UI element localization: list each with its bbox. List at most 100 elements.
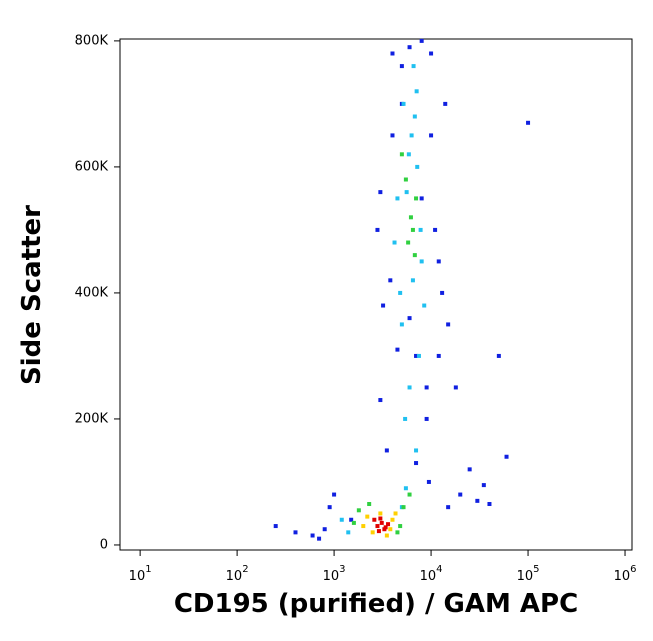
point: [458, 492, 463, 497]
point: [429, 133, 434, 138]
x-tick-label: 101: [129, 564, 152, 584]
point: [403, 416, 408, 421]
point: [317, 536, 322, 541]
point: [416, 353, 421, 358]
x-tick-base: 10: [129, 569, 146, 584]
point: [453, 385, 458, 390]
point: [411, 64, 416, 69]
point: [398, 524, 403, 529]
point: [487, 502, 492, 507]
point: [322, 527, 327, 532]
x-tick-base: 10: [226, 569, 243, 584]
point: [440, 290, 445, 295]
point: [414, 196, 419, 201]
x-tick-base: 10: [517, 569, 534, 584]
point: [378, 516, 383, 521]
point: [399, 64, 404, 69]
x-tick-base: 10: [614, 569, 631, 584]
point: [426, 479, 431, 484]
x-tick-label: 102: [226, 564, 249, 584]
point: [443, 101, 448, 106]
point: [406, 240, 411, 245]
point: [406, 152, 411, 157]
point: [403, 177, 408, 182]
point: [504, 454, 509, 459]
point: [436, 353, 441, 358]
point: [376, 529, 381, 534]
x-tick-label: 103: [323, 564, 346, 584]
y-tick-label: 0: [100, 537, 108, 552]
x-tick-exponent: 6: [630, 564, 636, 575]
point: [415, 164, 420, 169]
point: [395, 196, 400, 201]
point: [401, 505, 406, 510]
x-tick-base: 10: [323, 569, 340, 584]
point: [392, 240, 397, 245]
point: [496, 353, 501, 358]
point: [378, 398, 383, 403]
point: [407, 492, 412, 497]
y-tick-label: 200K: [75, 411, 109, 426]
point: [429, 51, 434, 56]
point: [386, 522, 391, 527]
point: [475, 498, 480, 503]
point: [401, 101, 406, 106]
point: [390, 51, 395, 56]
x-tick-exponent: 5: [533, 564, 539, 575]
point: [446, 322, 451, 327]
point: [372, 517, 377, 522]
point: [399, 322, 404, 327]
point: [332, 492, 337, 497]
point: [403, 486, 408, 491]
point: [395, 347, 400, 352]
point: [384, 533, 389, 538]
x-tick-base: 10: [420, 569, 437, 584]
point: [382, 527, 387, 532]
point: [419, 38, 424, 43]
point: [356, 508, 361, 513]
point: [293, 530, 298, 535]
point: [390, 133, 395, 138]
point: [408, 215, 413, 220]
point: [414, 89, 419, 94]
point: [367, 502, 372, 507]
point: [412, 253, 417, 258]
point: [384, 448, 389, 453]
point: [370, 530, 375, 535]
y-tick-label: 600K: [75, 159, 109, 174]
point: [379, 520, 384, 525]
point: [526, 120, 531, 125]
y-tick-label: 800K: [75, 33, 109, 48]
point: [422, 303, 427, 308]
point: [378, 190, 383, 195]
point: [409, 133, 414, 138]
x-tick-exponent: 2: [242, 564, 248, 575]
point: [393, 511, 398, 516]
point: [273, 524, 278, 529]
x-tick-label: 104: [420, 564, 443, 584]
point: [436, 259, 441, 264]
point: [339, 517, 344, 522]
point: [378, 511, 383, 516]
point: [414, 461, 419, 466]
point: [399, 152, 404, 157]
x-tick-label: 106: [614, 564, 637, 584]
point: [351, 520, 356, 525]
x-tick-label: 105: [517, 564, 540, 584]
point: [390, 517, 395, 522]
point: [398, 290, 403, 295]
point: [381, 303, 386, 308]
x-tick-exponent: 3: [339, 564, 345, 575]
point: [419, 196, 424, 201]
point: [361, 524, 366, 529]
point: [365, 514, 370, 519]
point: [388, 278, 393, 283]
x-axis-title: CD195 (purified) / GAM APC: [174, 589, 578, 619]
point: [349, 517, 354, 522]
point: [412, 114, 417, 119]
point: [419, 259, 424, 264]
point: [346, 530, 351, 535]
y-tick-label: 400K: [75, 285, 109, 300]
point: [424, 416, 429, 421]
